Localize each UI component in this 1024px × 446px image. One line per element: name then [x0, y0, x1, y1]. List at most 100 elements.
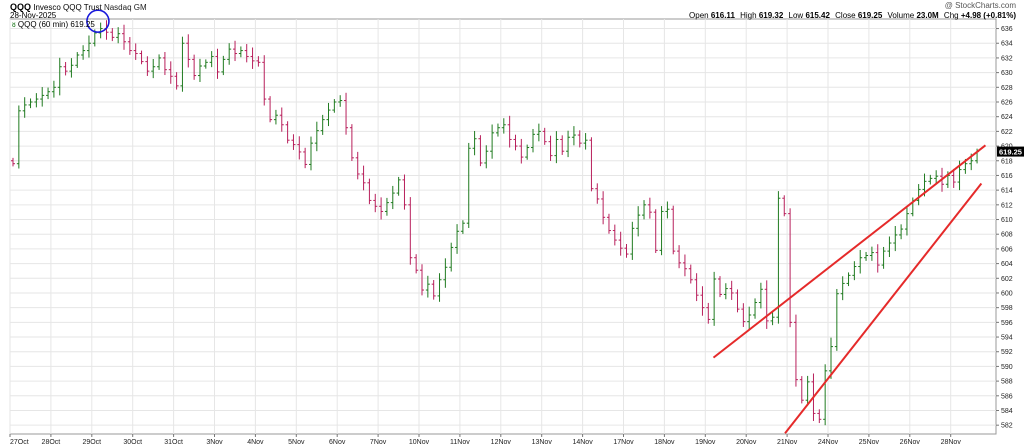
x-tick-label: 21Nov: [777, 439, 798, 446]
ohlc-bar: [16, 105, 21, 169]
ohlc-bar: [636, 206, 641, 237]
ohlc-stats: Open 616.11 High 619.32 Low 615.42 Close…: [686, 11, 1016, 21]
ohlc-bar: [28, 98, 33, 109]
legend-bar-icon: ᴕ: [12, 20, 16, 29]
ohlc-bar: [168, 61, 173, 84]
ohlc-bar: [262, 55, 267, 106]
ohlc-bar: [723, 283, 728, 300]
ohlc-bar: [834, 288, 839, 351]
x-tick-label: 28Nov: [941, 439, 962, 446]
ohlc-bar: [57, 57, 62, 96]
ohlc-bar: [174, 72, 179, 90]
x-tick-label: 13Nov: [532, 439, 553, 446]
y-tick-label: 634: [1001, 41, 1013, 48]
watermark: @ StockCharts.com: [944, 1, 1016, 10]
y-tick-label: 624: [1001, 114, 1013, 121]
ohlc-bar: [192, 54, 197, 80]
ohlc-bar: [256, 56, 261, 67]
ohlc-bar: [677, 245, 682, 269]
ohlc-bar: [367, 178, 372, 205]
ohlc-bar: [314, 121, 319, 152]
y-tick-label: 612: [1001, 202, 1013, 209]
ohlc-bar: [770, 312, 775, 326]
ohlc-bar: [22, 97, 27, 118]
y-tick-label: 628: [1001, 85, 1013, 92]
ohlc-bar: [116, 27, 121, 44]
ohlc-bar: [712, 271, 717, 326]
plot-frame: [9, 18, 997, 435]
ohlc-bar: [227, 43, 232, 65]
ohlc-bar: [682, 254, 687, 277]
ohlc-bar: [490, 124, 495, 159]
ohlc-bar: [297, 136, 302, 160]
ohlc-bar: [437, 273, 442, 302]
ohlc-bar: [542, 127, 547, 145]
ohlc-bar: [46, 87, 51, 100]
ohlc-bar: [425, 275, 430, 298]
ohlc-bar: [899, 224, 904, 240]
x-tick-label: 19Nov: [695, 439, 716, 446]
ohlc-bar: [840, 276, 845, 301]
ohlc-bar: [887, 236, 892, 257]
chg-label: Chg: [943, 11, 959, 20]
ohlc-bar: [747, 306, 752, 330]
ohlc-bar: [560, 135, 565, 155]
ohlc-bar: [291, 134, 296, 150]
ohlc-bar: [460, 220, 465, 234]
x-tick-label: 3Nov: [206, 439, 223, 446]
ohlc-bar: [86, 35, 91, 58]
ohlc-bar: [408, 197, 413, 265]
y-tick-label: 632: [1001, 55, 1013, 62]
ohlc-bar: [606, 213, 611, 234]
exchange: Nasdaq GM: [103, 3, 147, 12]
ohlc-bar: [612, 224, 617, 246]
x-tick-label: 24Nov: [818, 439, 839, 446]
ohlc-bar: [513, 134, 518, 151]
ohlc-bar: [647, 197, 652, 219]
x-tick-label: 14Nov: [572, 439, 593, 446]
ohlc-bar: [671, 205, 676, 255]
ohlc-bar: [525, 144, 530, 160]
ohlc-bar: [466, 142, 471, 229]
ohlc-bar: [688, 264, 693, 284]
y-tick-label: 600: [1001, 290, 1013, 297]
ohlc-bar: [507, 115, 512, 148]
ohlc-bar: [881, 246, 886, 269]
ohlc-bar: [40, 87, 45, 107]
y-tick-label: 598: [1001, 305, 1013, 312]
ohlc-bar: [127, 37, 132, 55]
ohlc-bar: [320, 114, 325, 135]
ohlc-bar: [361, 165, 366, 191]
ohlc-bar: [344, 92, 349, 135]
ohlc-bar: [893, 225, 898, 252]
high-label: High: [740, 11, 757, 20]
ohlc-bar: [203, 59, 208, 69]
y-tick-label: 614: [1001, 188, 1013, 195]
x-axis: 27Oct 28Oct 29Oct 30Oct 31Oct 3Nov 4Nov 5Nov 6No…: [9, 434, 962, 446]
y-tick-label: 582: [1001, 423, 1013, 430]
ohlc-bar: [285, 121, 290, 144]
ohlc-bar: [332, 99, 337, 113]
x-tick-label: 11Nov: [450, 439, 470, 446]
x-tick-label: 20Nov: [736, 439, 757, 446]
last-price-box: [997, 146, 1024, 157]
ohlc-bar: [519, 138, 524, 164]
high-circle: [86, 9, 110, 34]
ohlc-bar: [706, 302, 711, 324]
ohlc-bar: [869, 246, 874, 261]
ohlc-bar: [624, 244, 629, 258]
ohlc-bar: [799, 376, 804, 404]
ohlc-bar: [916, 184, 921, 206]
ohlc-bar: [758, 282, 763, 309]
ohlc-bar: [788, 208, 793, 328]
x-tick-label: 27Oct: [10, 439, 29, 446]
high-value: 619.32: [758, 11, 784, 20]
y-tick-label: 636: [1001, 26, 1013, 33]
y-tick-label: 606: [1001, 246, 1013, 253]
ohlc-bar: [326, 102, 331, 127]
ohlc-bar: [951, 168, 956, 188]
ohlc-bar: [753, 298, 758, 319]
y-tick-label: 584: [1001, 408, 1013, 415]
symbol: QQQ: [10, 2, 32, 12]
y-tick-label: 594: [1001, 335, 1013, 342]
